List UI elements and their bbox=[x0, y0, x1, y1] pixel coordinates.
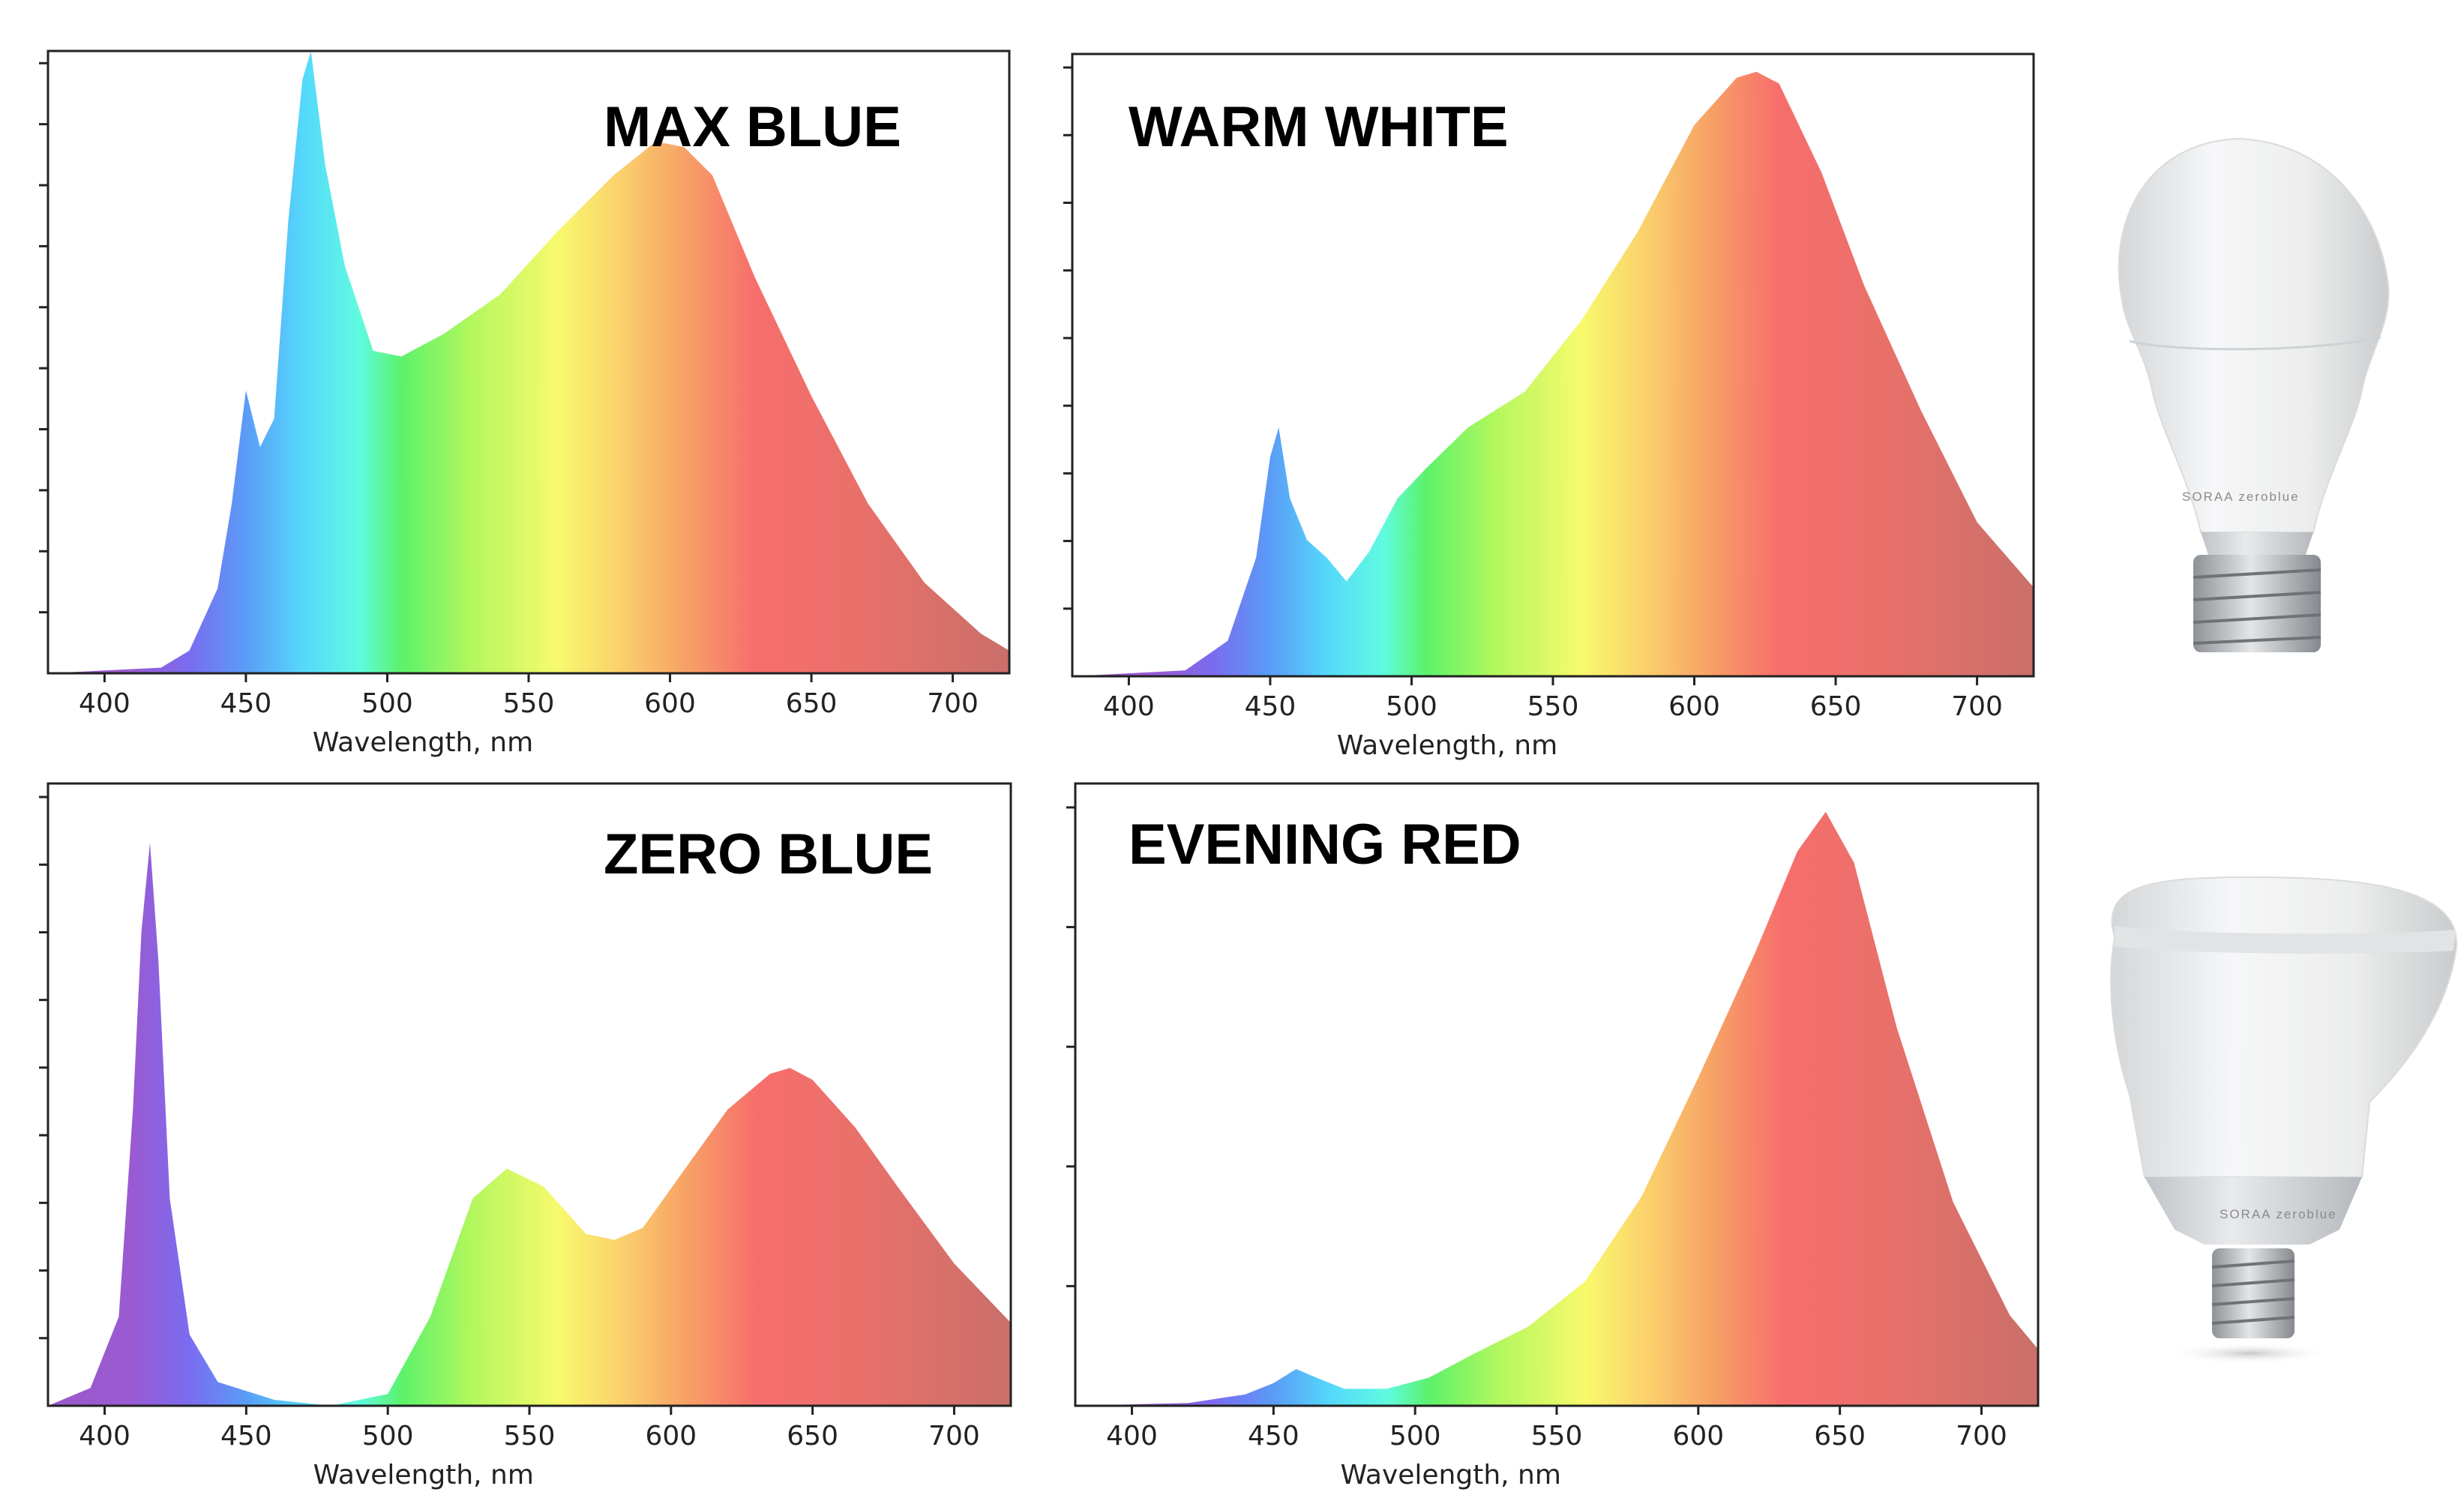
x-tick-label: 450 bbox=[1248, 1421, 1299, 1452]
charts-layer: 400 450 500 550 600 650 700 Wavelength, nm MAX B… bbox=[39, 49, 2040, 1491]
x-tick-label: 550 bbox=[503, 688, 555, 719]
x-tick-label: 500 bbox=[362, 1421, 414, 1452]
x-tick-label: 600 bbox=[1672, 1421, 1724, 1452]
chart-title: EVENING RED bbox=[1129, 813, 1521, 876]
x-tick-label: 600 bbox=[644, 688, 696, 719]
x-tick-label: 650 bbox=[787, 1421, 838, 1452]
br30-brand-label: SORAA zeroblue bbox=[2220, 1207, 2337, 1221]
x-tick-label: 700 bbox=[927, 688, 979, 719]
x-axis-label: Wavelength, nm bbox=[1337, 730, 1557, 761]
spectrum-chart-2: 400 450 500 550 600 650 700 Wavelength, nm WARM … bbox=[1063, 52, 2035, 761]
x-tick-label: 450 bbox=[1245, 691, 1296, 722]
spectrum-area bbox=[48, 51, 1009, 673]
x-tick-label: 700 bbox=[928, 1421, 980, 1452]
x-tick-label: 700 bbox=[1956, 1421, 2007, 1452]
x-axis-label: Wavelength, nm bbox=[1341, 1460, 1561, 1491]
x-tick-label: 450 bbox=[220, 688, 272, 719]
spectrum-chart-1: 400 450 500 550 600 650 700 Wavelength, nm MAX B… bbox=[39, 49, 1011, 758]
spectrum-chart-3: 400 450 500 550 600 650 700 Wavelength, nm ZERO … bbox=[39, 782, 1012, 1491]
a19-bulb-image: SORAA zeroblue bbox=[2118, 137, 2390, 652]
x-tick-label: 500 bbox=[1389, 1421, 1441, 1452]
x-tick-label: 550 bbox=[1531, 1421, 1583, 1452]
x-tick-label: 400 bbox=[1106, 1421, 1158, 1452]
x-tick-label: 600 bbox=[645, 1421, 697, 1452]
a19-brand-label: SORAA zeroblue bbox=[2182, 490, 2300, 504]
chart-title: MAX BLUE bbox=[604, 95, 901, 159]
x-tick-label: 550 bbox=[504, 1421, 556, 1452]
x-tick-label: 650 bbox=[1810, 691, 1862, 722]
x-tick-label: 450 bbox=[220, 1421, 272, 1452]
x-axis-label: Wavelength, nm bbox=[313, 1460, 534, 1491]
spectrum-area bbox=[48, 843, 1011, 1406]
x-tick-label: 400 bbox=[1103, 691, 1155, 722]
br30-bulb-image: SORAA zeroblue bbox=[2110, 876, 2458, 1364]
x-tick-label: 600 bbox=[1668, 691, 1720, 722]
chart-title: WARM WHITE bbox=[1129, 95, 1509, 159]
x-tick-label: 650 bbox=[786, 688, 838, 719]
chart-title: ZERO BLUE bbox=[604, 822, 933, 886]
x-tick-label: 500 bbox=[361, 688, 413, 719]
spectrum-chart-4: 400 450 500 550 600 650 700 Wavelength, nm EVENI… bbox=[1066, 782, 2040, 1491]
x-tick-label: 400 bbox=[79, 1421, 130, 1452]
x-tick-label: 500 bbox=[1386, 691, 1437, 722]
x-tick-label: 550 bbox=[1527, 691, 1579, 722]
spectrum-area bbox=[1075, 811, 2038, 1406]
spectrum-area bbox=[1072, 71, 2034, 676]
x-axis-label: Wavelength, nm bbox=[313, 727, 533, 758]
x-tick-label: 700 bbox=[1951, 691, 2003, 722]
x-tick-label: 650 bbox=[1814, 1421, 1866, 1452]
x-tick-label: 400 bbox=[79, 688, 130, 719]
